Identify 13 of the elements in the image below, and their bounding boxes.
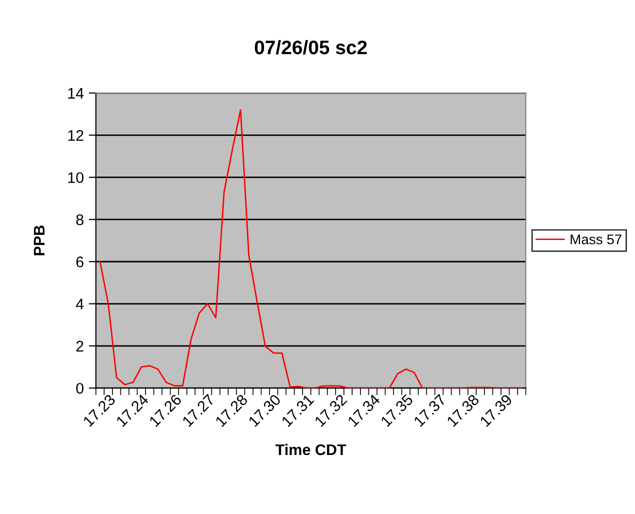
chart-title: 07/26/05 sc2 bbox=[254, 40, 367, 55]
y-tick-label: 8 bbox=[76, 214, 84, 226]
y-tick-label: 2 bbox=[76, 340, 84, 352]
x-axis-title: Time CDT bbox=[275, 444, 346, 456]
line-series bbox=[99, 109, 522, 388]
y-tick-label: 4 bbox=[76, 298, 84, 310]
y-tick-label: 14 bbox=[68, 88, 84, 99]
y-tick-label: 10 bbox=[68, 172, 84, 184]
y-tick-label: 6 bbox=[76, 256, 84, 268]
legend-label: Mass 57 bbox=[570, 234, 622, 244]
y-axis-title: PPB bbox=[34, 226, 44, 256]
y-tick-label: 0 bbox=[76, 382, 84, 394]
y-tick-label: 12 bbox=[68, 130, 84, 141]
